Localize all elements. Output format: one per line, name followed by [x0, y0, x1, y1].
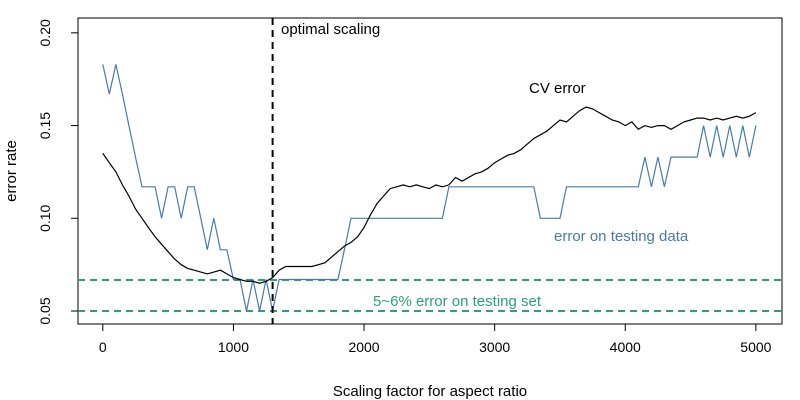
series-line-test-error	[102, 64, 757, 312]
plot-frame	[77, 17, 783, 325]
x-tick-label: 3000	[479, 339, 510, 355]
y-tick-label: 0.15	[37, 112, 53, 139]
x-tick-label: 2000	[348, 339, 379, 355]
reference-band-lines	[78, 279, 782, 313]
x-tick-label: 4000	[610, 339, 641, 355]
band-label: 5~6% error on testing set	[373, 293, 542, 310]
y-tick-label: 0.10	[37, 204, 53, 231]
optimal-scaling-label: optimal scaling	[281, 21, 380, 38]
test-error-label: error on testing data	[554, 228, 689, 245]
series-line-cv-error	[102, 106, 757, 284]
y-tick-label: 0.05	[37, 297, 53, 324]
x-tick-label: 5000	[740, 339, 771, 355]
x-tick-label: 1000	[218, 339, 249, 355]
x-tick-label: 0	[99, 339, 107, 355]
y-tick-label: 0.20	[37, 19, 53, 46]
x-axis-ticks: 0 1000 2000 3000 4000 5000	[99, 324, 772, 355]
cv-error-label: CV error	[529, 80, 586, 97]
y-axis-ticks: 0.05 0.10 0.15 0.20	[37, 19, 78, 325]
y-axis-title: error rate	[3, 140, 20, 202]
x-axis-title: Scaling factor for aspect ratio	[333, 383, 527, 400]
